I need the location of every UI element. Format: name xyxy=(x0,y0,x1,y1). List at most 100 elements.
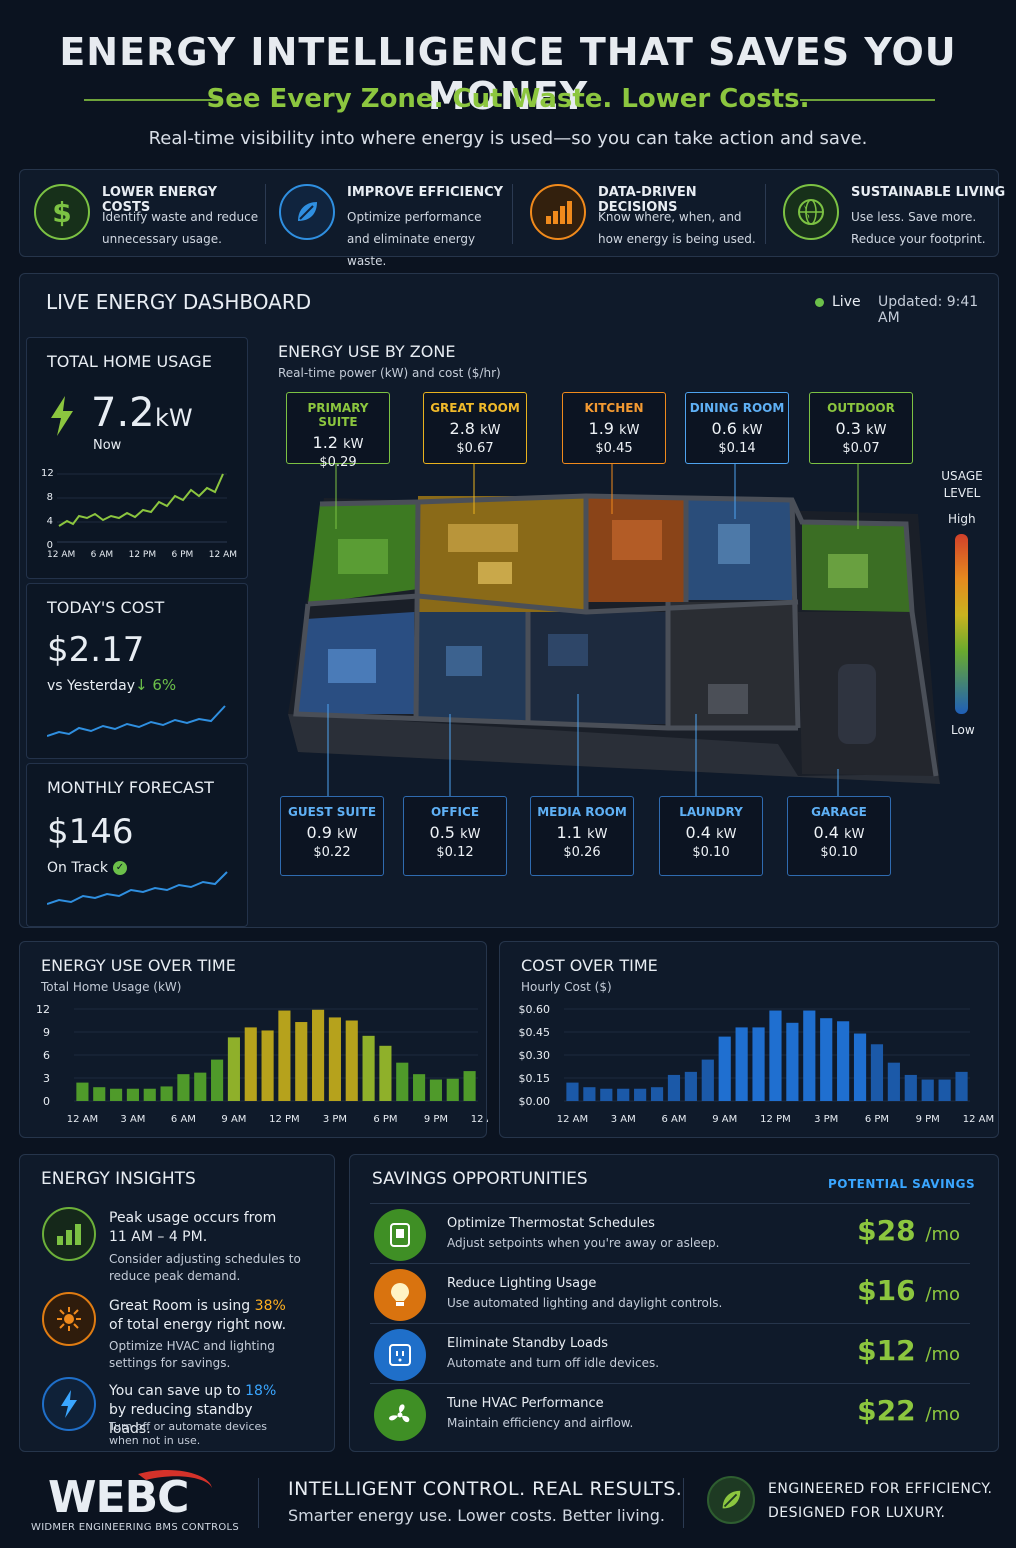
dashboard-title: LIVE ENERGY DASHBOARD xyxy=(46,290,312,314)
savings-item-desc: Automate and turn off idle devices. xyxy=(447,1356,660,1370)
bar xyxy=(295,1022,308,1101)
live-status: Live xyxy=(832,294,861,310)
insight-main: You can save up to 18% by reducing stand… xyxy=(109,1383,277,1437)
x-tick-label: 6 PM xyxy=(373,1114,397,1125)
savings-item-desc: Use automated lighting and daylight cont… xyxy=(447,1296,723,1310)
divider xyxy=(370,1323,970,1324)
savings-row-standby[interactable]: Eliminate Standby Loads Automate and tur… xyxy=(370,1324,970,1382)
webc-logo: WEBC xyxy=(48,1472,189,1523)
benefit-title: SUSTAINABLE LIVING xyxy=(851,185,1006,200)
zone-great-room[interactable]: GREAT ROOM 2.8 kW $0.67 xyxy=(423,392,527,464)
bar xyxy=(362,1035,375,1101)
benefit-efficiency: IMPROVE EFFICIENCY Optimize performance … xyxy=(265,170,510,268)
x-tick-label: 3 AM xyxy=(611,1114,636,1125)
divider xyxy=(800,99,935,101)
zone-kitchen[interactable]: KITCHEN 1.9 kW $0.45 xyxy=(562,392,666,464)
zone-laundry[interactable]: LAUNDRY 0.4 kW $0.10 xyxy=(659,796,763,876)
insight-main: Peak usage occurs from 11 AM – 4 PM. xyxy=(109,1210,277,1245)
bar xyxy=(413,1074,426,1101)
savings-title: SAVINGS OPPORTUNITIES xyxy=(372,1169,588,1189)
bar xyxy=(769,1010,782,1101)
savings-item-desc: Maintain efficiency and airflow. xyxy=(447,1416,634,1430)
divider xyxy=(512,184,513,244)
total-usage-unit: kW xyxy=(155,404,193,432)
benefits-bar: $ LOWER ENERGY COSTS Identify waste and … xyxy=(19,169,1005,268)
bar xyxy=(617,1088,630,1101)
thermostat-icon xyxy=(374,1209,426,1261)
todays-cost-value: $2.17 xyxy=(47,630,145,670)
bar xyxy=(177,1074,190,1101)
bar xyxy=(261,1030,274,1101)
bar xyxy=(312,1009,325,1101)
zone-media-room[interactable]: MEDIA ROOM 1.1 kW $0.26 xyxy=(530,796,634,876)
bar xyxy=(803,1010,816,1101)
bar-chart-icon xyxy=(530,184,586,240)
bar xyxy=(126,1088,139,1101)
savings-row-thermostat[interactable]: Optimize Thermostat Schedules Adjust set… xyxy=(370,1204,970,1262)
zone-guest-suite[interactable]: GUEST SUITE 0.9 kW $0.22 xyxy=(280,796,384,876)
energy-bar-chart: 12 9 6 3 0 12 AM 3 AM 6 AM 9 AM 12 PM 3 PM 6 PM 9 PM… xyxy=(36,1003,488,1125)
bar xyxy=(396,1062,409,1101)
updated-time: Updated: 9:41 AM xyxy=(878,294,979,326)
dollar-icon: $ xyxy=(34,184,90,240)
y-tick-label: 3 xyxy=(43,1072,50,1085)
bar xyxy=(278,1010,291,1101)
zones-subtitle: Real-time power (kW) and cost ($/hr) xyxy=(278,366,501,380)
zone-dining-room[interactable]: DINING ROOM 0.6 kW $0.14 xyxy=(685,392,789,464)
savings-row-lighting[interactable]: Reduce Lighting Usage Use automated ligh… xyxy=(370,1264,970,1322)
benefit-sustainable: SUSTAINABLE LIVING Use less. Save more. … xyxy=(769,170,1014,258)
x-tick-label: 3 AM xyxy=(120,1114,145,1125)
card-title: MONTHLY FORECAST xyxy=(47,778,214,797)
bar xyxy=(820,1018,833,1101)
total-usage-value: 7.2 xyxy=(91,390,155,436)
zone-office[interactable]: OFFICE 0.5 kW $0.12 xyxy=(403,796,507,876)
bar xyxy=(429,1079,442,1101)
lightning-icon xyxy=(47,396,77,440)
bar xyxy=(938,1079,951,1101)
x-tick-label: 12 AM xyxy=(67,1114,98,1125)
divider xyxy=(765,184,766,244)
zone-primary-suite[interactable]: PRIMARY SUITE 1.2 kW $0.29 xyxy=(286,392,390,470)
tagline: Real-time visibility into where energy i… xyxy=(148,128,868,149)
savings-item-title: Eliminate Standby Loads xyxy=(447,1336,608,1351)
y-tick-label: 0 xyxy=(43,1095,50,1108)
footer-tagline-1: ENGINEERED FOR EFFICIENCY. xyxy=(768,1481,993,1497)
x-tick-label: 3 PM xyxy=(814,1114,838,1125)
benefit-title: LOWER ENERGY COSTS xyxy=(102,185,218,215)
bar xyxy=(837,1021,850,1101)
divider xyxy=(370,1203,970,1204)
x-tick-label: 12 AM xyxy=(963,1114,994,1125)
bar xyxy=(667,1074,681,1101)
energy-use-over-time-card: ENERGY USE OVER TIME Total Home Usage (k… xyxy=(19,941,488,1138)
globe-icon xyxy=(783,184,839,240)
live-indicator-dot xyxy=(815,298,824,307)
insight-sub: Turn off or automate devices when not in… xyxy=(109,1420,268,1447)
benefit-desc: Know where, when, and how energy is bein… xyxy=(598,210,756,246)
savings-item-desc: Adjust setpoints when you're away or asl… xyxy=(447,1236,720,1250)
savings-amount: $22 /mo xyxy=(857,1394,960,1427)
bar xyxy=(752,1027,765,1101)
x-tick-label: 3 PM xyxy=(323,1114,347,1125)
insight-sub: Optimize HVAC and lighting settings for … xyxy=(109,1339,275,1370)
zone-outdoor[interactable]: OUTDOOR 0.3 kW $0.07 xyxy=(809,392,913,464)
chart-title: ENERGY USE OVER TIME xyxy=(41,956,236,975)
zone-garage[interactable]: GARAGE 0.4 kW $0.10 xyxy=(787,796,891,876)
chart-subtitle: Total Home Usage (kW) xyxy=(41,980,182,994)
y-tick-label: 9 xyxy=(43,1026,50,1039)
card-title: TOTAL HOME USAGE xyxy=(47,352,212,371)
usage-level-legend-title: USAGE LEVEL xyxy=(941,469,983,500)
cost-comparison-label: vs Yesterday xyxy=(47,678,135,694)
bar xyxy=(701,1059,714,1101)
x-tick-label: 9 PM xyxy=(916,1114,940,1125)
bar xyxy=(566,1082,579,1101)
bar xyxy=(110,1088,123,1101)
bar xyxy=(211,1059,224,1101)
insight-sub: Consider adjusting schedules to reduce p… xyxy=(109,1252,301,1283)
energy-insights-card: ENERGY INSIGHTS Peak usage occurs from 1… xyxy=(19,1154,335,1452)
page-subtitle: See Every Zone. Cut Waste. Lower Costs. xyxy=(206,84,810,114)
check-icon: ✓ xyxy=(113,861,127,875)
bar xyxy=(634,1088,647,1101)
savings-row-hvac[interactable]: Tune HVAC Performance Maintain efficienc… xyxy=(370,1384,970,1442)
savings-amount: $16 /mo xyxy=(857,1274,960,1307)
benefit-data-driven: DATA-DRIVEN DECISIONS Know where, when, … xyxy=(516,170,761,258)
